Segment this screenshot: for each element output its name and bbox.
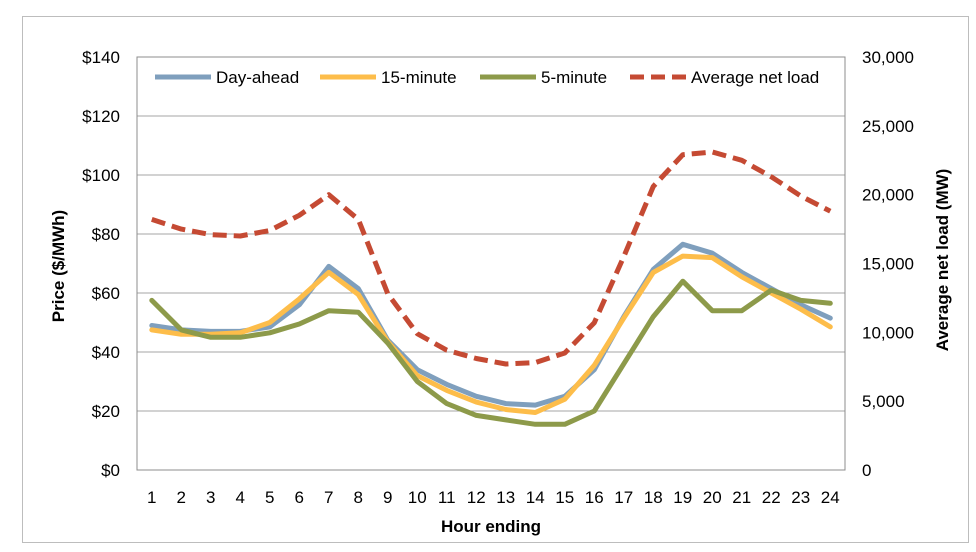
y-right-tick-label: 25,000: [862, 117, 914, 136]
plot-border: [136, 56, 846, 471]
y-axis-right-title: Average net load (MW): [933, 169, 952, 352]
y-axis-left-title: Price ($/MWh): [49, 210, 68, 322]
x-tick-label: 7: [324, 488, 333, 507]
legend-label: Day-ahead: [216, 68, 299, 87]
series-line-average-net-load: [151, 149, 832, 367]
x-tick-label: 6: [295, 488, 304, 507]
legend-label: Average net load: [691, 68, 819, 87]
x-tick-label: 10: [408, 488, 427, 507]
x-tick-label: 4: [236, 488, 245, 507]
y-left-tick-label: $120: [82, 107, 120, 126]
legend-label: 5-minute: [541, 68, 607, 87]
x-tick-label: 11: [438, 488, 456, 507]
x-tick-label: 24: [821, 488, 840, 507]
x-tick-label: 3: [206, 488, 215, 507]
y-left-tick-label: $60: [92, 284, 120, 303]
y-left-tick-label: $20: [92, 402, 120, 421]
x-tick-label: 14: [526, 488, 545, 507]
x-tick-label: 22: [762, 488, 781, 507]
legend-label: 15-minute: [381, 68, 457, 87]
x-tick-label: 13: [496, 488, 515, 507]
series-line-5-minute: [149, 278, 833, 427]
x-tick-label: 1: [147, 488, 156, 507]
y-left-tick-label: $80: [92, 225, 120, 244]
x-tick-label: 23: [791, 488, 810, 507]
chart-frame: [22, 16, 969, 543]
x-tick-label: 18: [644, 488, 663, 507]
x-tick-label: 19: [673, 488, 692, 507]
x-tick-label: 5: [265, 488, 274, 507]
x-tick-label: 9: [383, 488, 392, 507]
y-left-tick-label: $40: [92, 343, 120, 362]
x-tick-label: 8: [354, 488, 363, 507]
legend: Day-ahead 15-minute 5-minute Average net lo…: [155, 68, 819, 87]
series-lines: [149, 149, 833, 427]
x-tick-label: 20: [703, 488, 722, 507]
x-tick-label: 15: [555, 488, 574, 507]
x-tick-label: 12: [467, 488, 486, 507]
y-left-tick-label: $0: [101, 461, 120, 480]
y-right-tick-label: 30,000: [862, 48, 914, 67]
series-line-day-ahead: [149, 241, 833, 408]
x-tick-label: 21: [732, 488, 751, 507]
y-axis-left-ticks: $0 $20 $40 $60 $80 $100 $120 $140: [82, 48, 120, 480]
x-tick-label: 17: [614, 488, 633, 507]
x-axis-title: Hour ending: [441, 517, 541, 536]
x-tick-label: 2: [177, 488, 186, 507]
x-tick-label: 16: [585, 488, 604, 507]
y-right-tick-label: 5,000: [862, 392, 905, 411]
y-left-tick-label: $100: [82, 166, 120, 185]
y-left-tick-label: $140: [82, 48, 120, 67]
y-right-tick-label: 10,000: [862, 323, 914, 342]
y-right-tick-label: 15,000: [862, 255, 914, 274]
y-right-tick-label: 0: [862, 461, 871, 480]
y-axis-right-ticks: 0 5,000 10,000 15,000 20,000 25,000 30,000: [862, 48, 914, 480]
series-line-15-minute: [149, 253, 833, 415]
plot-area: [136, 56, 846, 471]
y-right-tick-label: 20,000: [862, 186, 914, 205]
x-axis-ticks: 1 2 3 4 5 6 7 8 9 10 11 12 13 14 15 16 17 18 19 20 21 22 23 24: [147, 488, 840, 507]
